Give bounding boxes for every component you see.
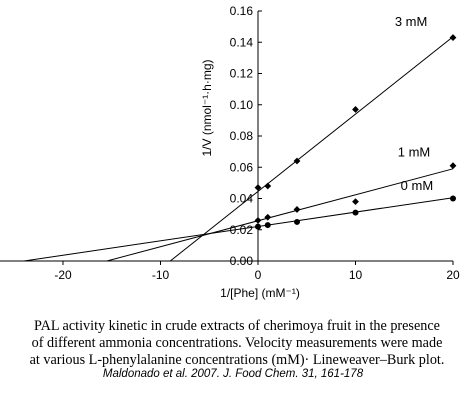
x-tick-label: 0 xyxy=(255,268,262,282)
data-point xyxy=(264,182,272,190)
series-label: 0 mM xyxy=(401,178,434,193)
data-point xyxy=(293,157,301,165)
series-label: 1 mM xyxy=(398,144,431,159)
caption-line-1: PAL activity kinetic in crude extracts o… xyxy=(34,318,440,334)
lineweaver-burk-chart: 0.00 0.02 0.04 0.06 0.08 0.10 0.12 0.14 0.16 -20 -… xyxy=(0,4,460,300)
data-point xyxy=(264,213,272,221)
series-labels: 3 mM 1 mM 0 mM xyxy=(395,14,433,193)
data-point xyxy=(352,209,359,216)
data-point xyxy=(293,206,301,213)
data-point xyxy=(450,195,456,202)
axes xyxy=(0,10,454,265)
data-point xyxy=(449,34,457,41)
data-point xyxy=(254,216,262,224)
y-axis-title: 1/V (nmol⁻¹·h·mg) xyxy=(200,59,214,156)
figure-caption: PAL activity kinetic in crude extracts o… xyxy=(14,318,460,369)
y-tick-label: 0.06 xyxy=(230,160,254,174)
y-tick-label: 0.10 xyxy=(230,98,254,112)
data-point xyxy=(255,223,261,230)
y-tick-label: 0.02 xyxy=(230,223,254,237)
data-point xyxy=(254,184,262,191)
caption-line-2: of different ammonia concentrations. Vel… xyxy=(31,335,443,351)
y-tick-label: 0.08 xyxy=(230,129,254,143)
fit-line-1 xyxy=(106,168,454,262)
data-point xyxy=(264,222,271,229)
x-tick-label: 20 xyxy=(446,268,460,282)
y-tick-label: 0.14 xyxy=(230,35,254,49)
fit-lines xyxy=(23,36,454,262)
citation: Maldonado et al. 2007. J. Food Chem. 31,… xyxy=(102,368,364,380)
y-tick-label: 0.16 xyxy=(230,4,254,18)
y-tick-label: 0.04 xyxy=(230,192,254,206)
data-point xyxy=(352,198,359,206)
y-tick-label: 0.00 xyxy=(230,254,254,268)
data-markers xyxy=(254,34,457,230)
caption-line-3: at various L-phenylalanine concentration… xyxy=(29,352,445,368)
series-label: 3 mM xyxy=(395,14,428,29)
x-tick-label: -20 xyxy=(54,268,72,282)
x-tick-label: 10 xyxy=(349,268,363,282)
data-point xyxy=(352,106,359,113)
data-point xyxy=(449,162,457,170)
fit-line-2 xyxy=(23,197,454,262)
axis-labels: 0.00 0.02 0.04 0.06 0.08 0.10 0.12 0.14 0.16 -20 -… xyxy=(54,4,460,282)
x-tick-label: -10 xyxy=(152,268,170,282)
x-axis-title: 1/[Phe] (mM⁻¹) xyxy=(220,286,300,300)
y-tick-label: 0.12 xyxy=(230,67,254,81)
data-point xyxy=(294,218,300,225)
fit-line-0 xyxy=(169,36,454,262)
